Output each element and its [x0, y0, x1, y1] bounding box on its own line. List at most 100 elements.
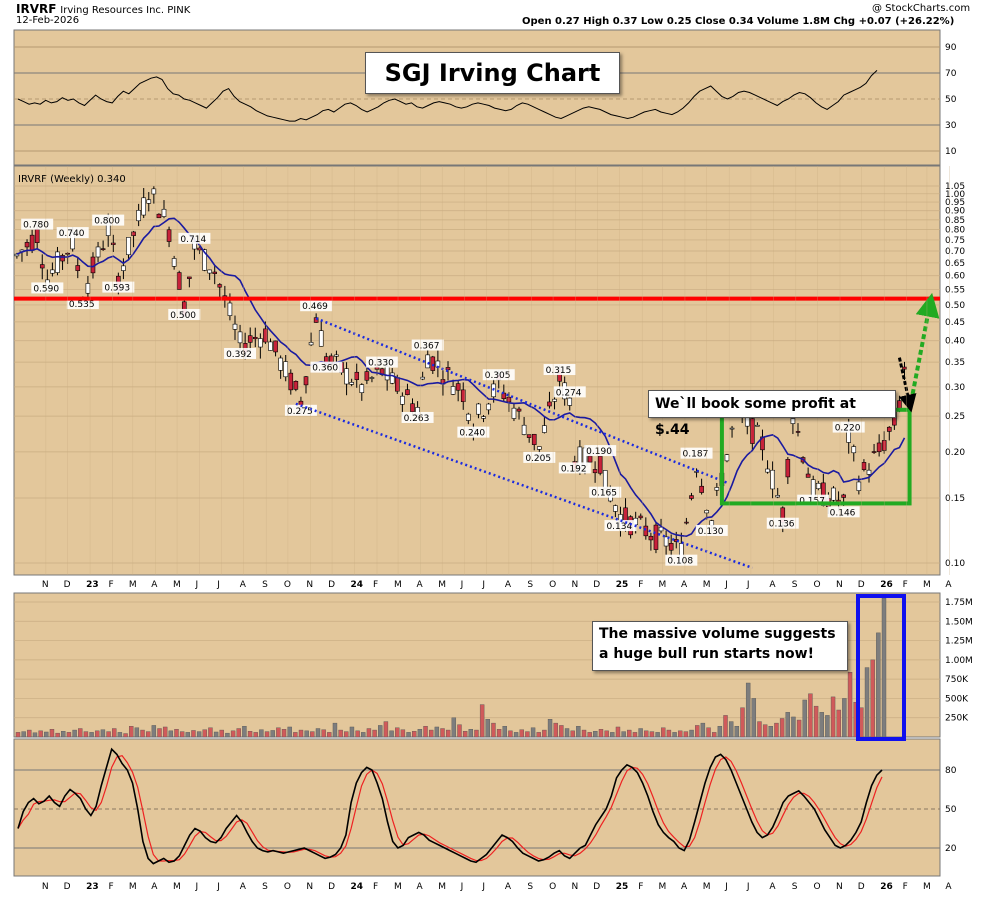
price-label-0.130: 0.130 [698, 527, 724, 537]
price-label-bg [56, 227, 89, 239]
volume-bar [151, 725, 157, 738]
volume-bar [468, 729, 474, 738]
candle-body [460, 389, 466, 403]
candle-body [187, 276, 192, 279]
candle-body [354, 371, 360, 380]
volume-bar [321, 729, 326, 738]
price-tick-label: 1.05 [945, 182, 965, 192]
volume-bar [689, 729, 694, 738]
price-label-0.535: 0.535 [69, 300, 95, 310]
volume-bar [723, 715, 728, 738]
volume-bar [564, 728, 570, 738]
volume-bar [315, 728, 321, 738]
candle-body [131, 231, 136, 236]
price-label-bg [66, 298, 99, 310]
rsi-tick-label: 10 [945, 147, 957, 157]
candle-body [516, 408, 522, 412]
candle-body [318, 330, 324, 347]
candle-body [293, 381, 299, 390]
volume-bar [27, 729, 32, 738]
candle-body [871, 451, 877, 453]
candle-body [288, 372, 294, 391]
x-tick-label: A [151, 580, 158, 590]
price-label-0.108: 0.108 [667, 557, 693, 567]
volume-bar [881, 597, 887, 738]
price-label-bg [558, 462, 591, 474]
volume-bar [785, 712, 790, 738]
candle-body [775, 495, 780, 498]
upper-channel-line [315, 317, 728, 484]
candle-body [161, 208, 167, 217]
x-tick-label: N [306, 580, 313, 590]
price-label-0.240: 0.240 [459, 429, 485, 439]
candle-body [613, 505, 618, 512]
candle-body [349, 382, 354, 385]
candle-body [455, 383, 461, 391]
price-label-0.205: 0.205 [525, 454, 551, 464]
price-tick-label: 0.50 [945, 301, 965, 311]
x-tick-label: F [638, 882, 643, 892]
price-tick-label: 0.85 [945, 216, 965, 226]
candle-body [450, 386, 456, 395]
volume-bar [762, 724, 768, 738]
price-label-bg [457, 426, 490, 438]
volume-note: The massive volume suggests a huge bull … [592, 621, 848, 671]
candle-body [420, 376, 425, 380]
x-tick-label: A [769, 882, 776, 892]
volume-bar [457, 724, 462, 738]
volume-bar [542, 729, 547, 738]
volume-bar [338, 729, 343, 738]
price-label-0.274: 0.274 [556, 388, 582, 398]
volume-bar [38, 730, 43, 738]
candle-body [689, 495, 694, 499]
x-tick-label: S [527, 580, 533, 590]
candle-body [166, 229, 172, 242]
candle-body [146, 199, 152, 204]
x-tick-label: F [109, 882, 114, 892]
price-label-0.714: 0.714 [180, 235, 206, 245]
volume-bar [751, 698, 757, 738]
volume-bar [683, 731, 689, 738]
candle-body [126, 237, 131, 256]
volume-bar [491, 722, 496, 738]
volume-bar [406, 732, 411, 738]
x-tick-label: M [658, 882, 666, 892]
price-tick-label: 0.25 [945, 412, 965, 422]
candle-body [258, 338, 263, 348]
x-tick-label: 26 [880, 882, 893, 892]
candle-body [334, 354, 339, 357]
volume-bar [638, 728, 643, 738]
candle-body [547, 401, 552, 407]
candle-body [902, 366, 907, 370]
volume-bar [813, 705, 819, 738]
candle-body [389, 372, 395, 384]
candle-body [531, 433, 537, 445]
volume-bar [655, 732, 660, 738]
volume-bar [61, 731, 66, 738]
candle-body [136, 210, 141, 222]
candle-body [750, 418, 755, 444]
volume-bar [836, 709, 841, 738]
volume-bar [417, 729, 423, 738]
volume-tick-label: 1.50M [945, 617, 973, 627]
candle-body [308, 342, 314, 346]
volume-bar [168, 730, 174, 738]
price-tick-label: 1.00 [945, 190, 965, 200]
candle-body [684, 521, 689, 524]
price-tick-label: 0.40 [945, 337, 965, 347]
x-tick-label: M [129, 882, 137, 892]
x-tick-label: J [746, 882, 750, 892]
candle-body [176, 272, 182, 290]
candle-body [501, 392, 507, 399]
volume-bar [445, 729, 451, 738]
x-tick-label: D [858, 882, 865, 892]
symbol: IRVRF [16, 2, 57, 16]
x-tick-label: S [262, 882, 268, 892]
price-label-bg [553, 386, 586, 398]
price-tick-label: 0.80 [945, 226, 965, 236]
candle-body [247, 335, 253, 343]
volume-bar [519, 729, 524, 738]
price-label-bg [665, 554, 698, 566]
x-tick-label: J [460, 580, 464, 590]
